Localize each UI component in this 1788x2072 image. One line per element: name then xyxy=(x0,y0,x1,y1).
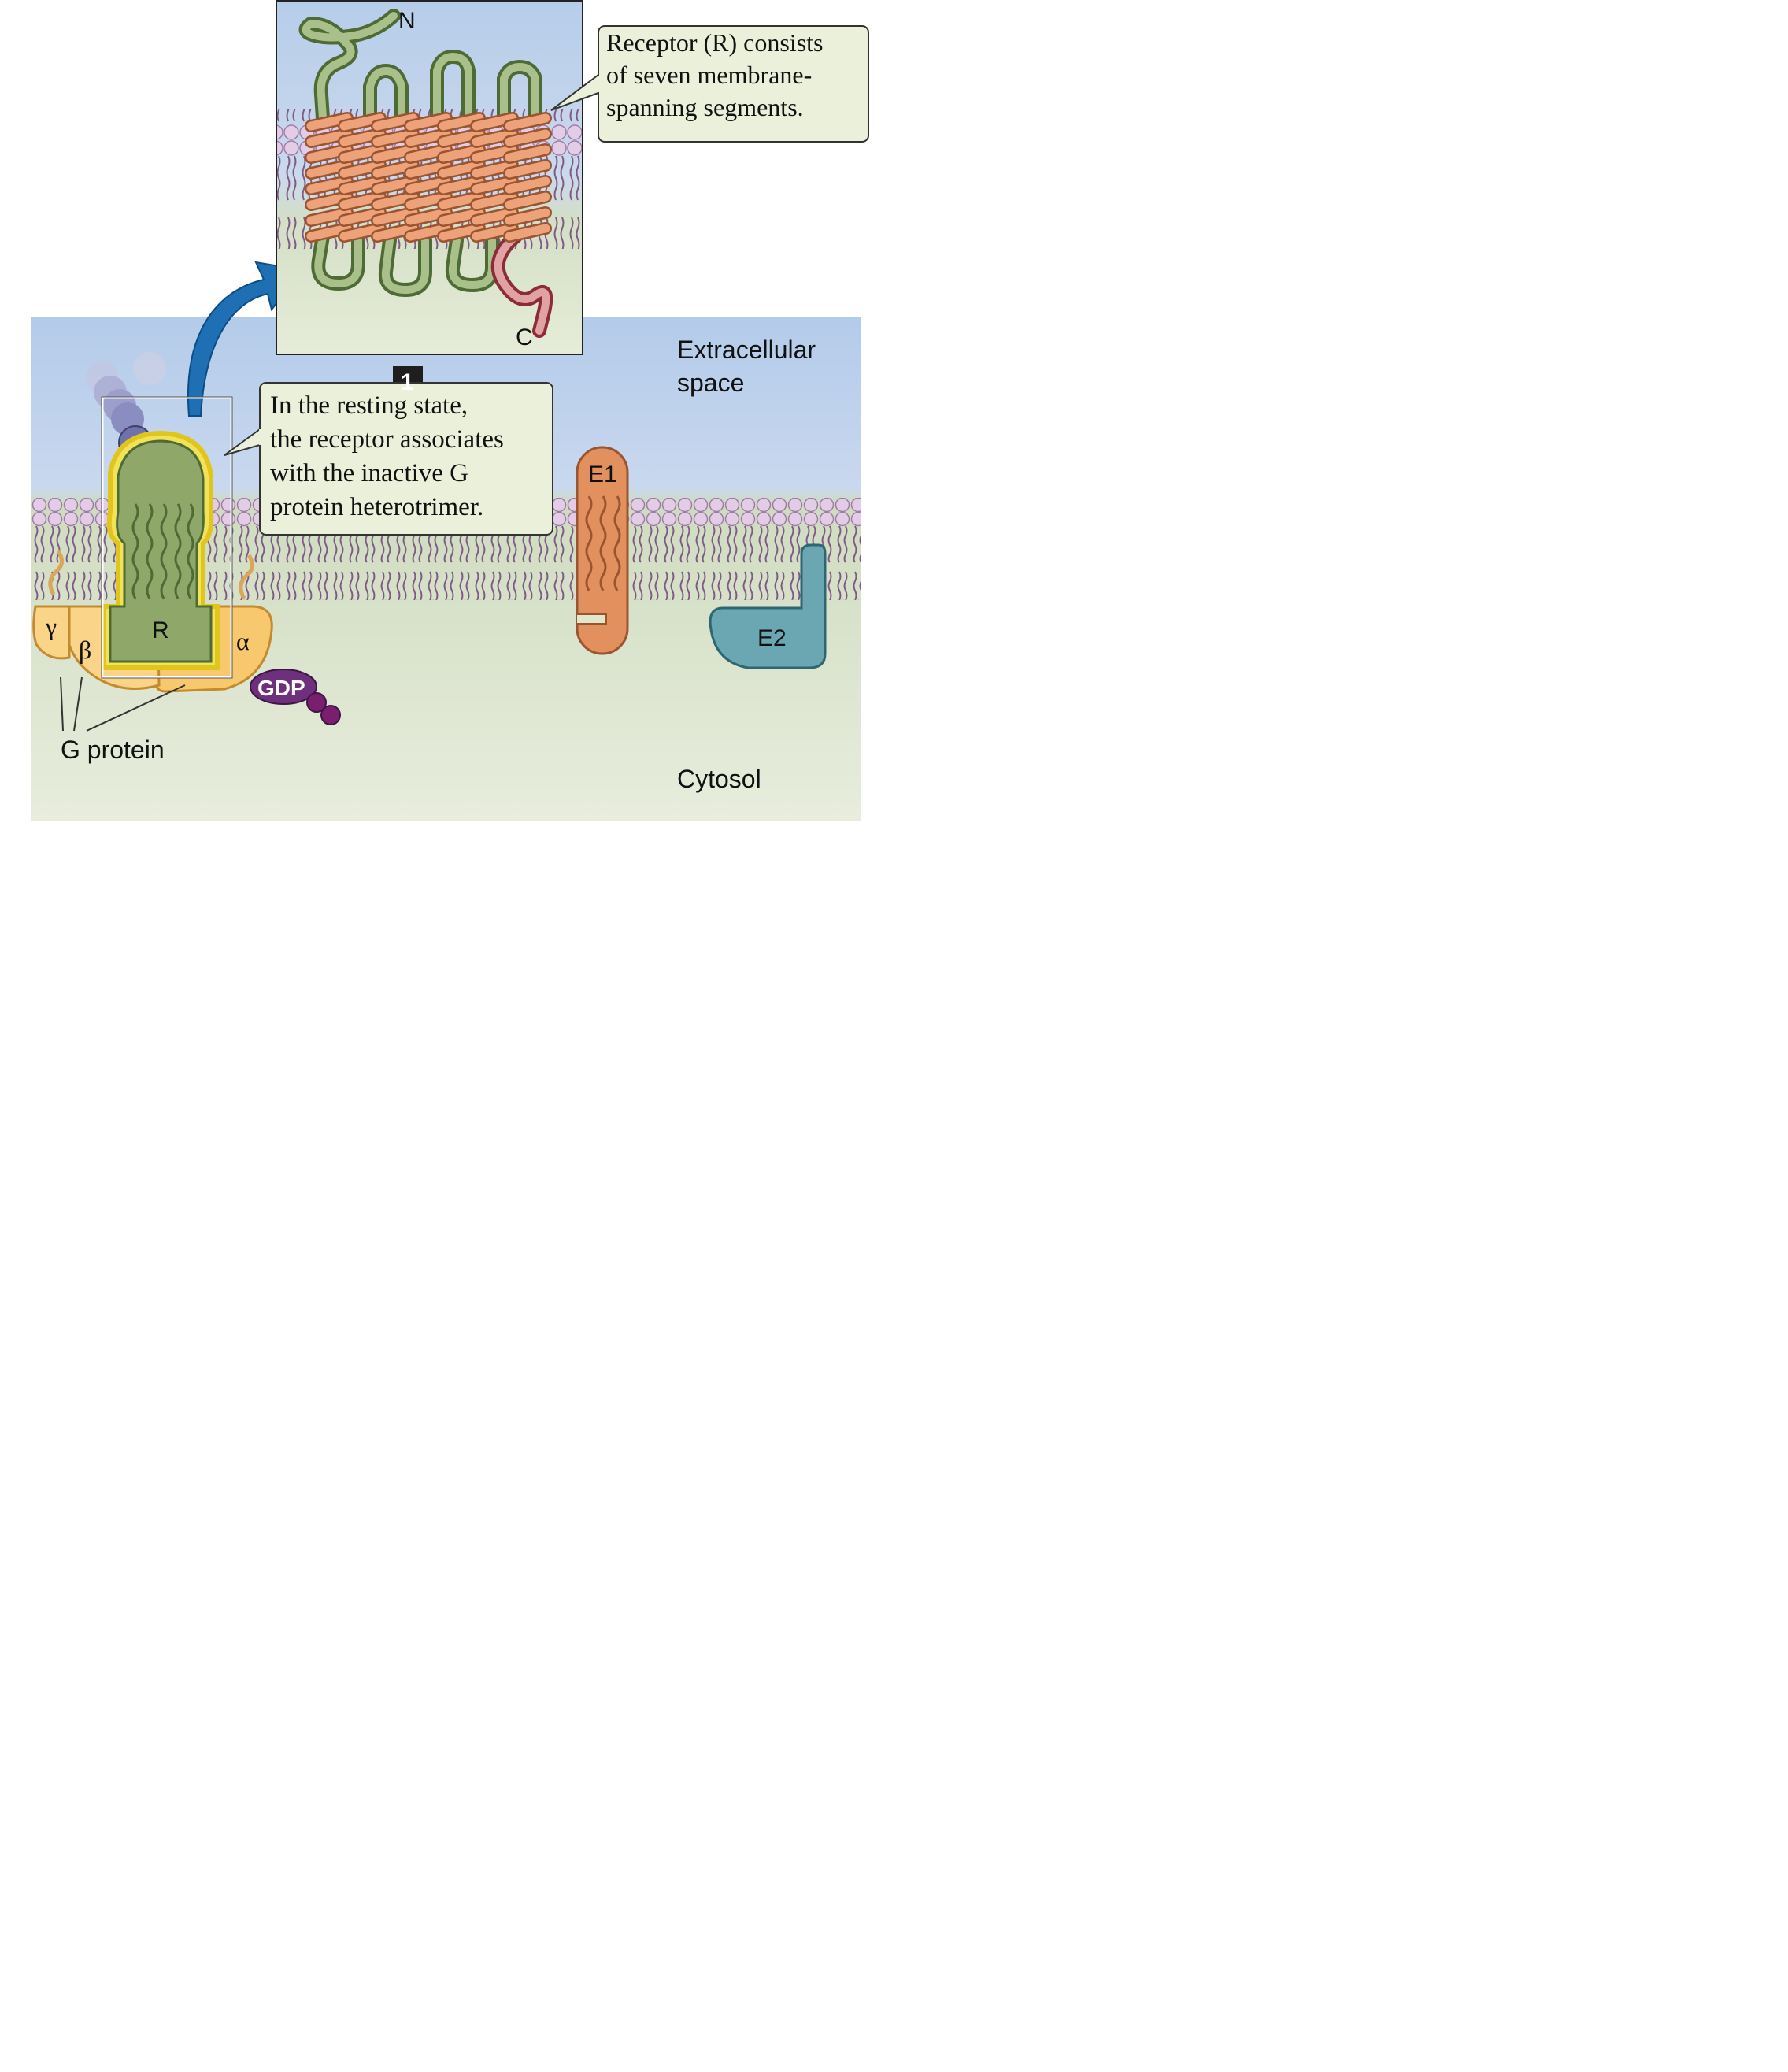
effector-e1-label: E1 xyxy=(588,461,617,487)
alpha-label: α xyxy=(236,627,250,655)
inset-frame xyxy=(276,0,583,355)
cytosol-label: Cytosol xyxy=(677,765,761,793)
g-protein-gamma xyxy=(32,605,71,660)
step-caption-line-3: with the inactive G xyxy=(270,459,468,487)
gamma-label: γ xyxy=(45,612,57,640)
effector-e2-label: E2 xyxy=(757,625,787,651)
effector-e2 xyxy=(709,543,827,669)
extracellular-label-line-2: space xyxy=(677,369,744,397)
n-terminus-label: N xyxy=(398,8,416,34)
step-caption-box xyxy=(259,382,553,536)
step-1-callout xyxy=(224,366,553,536)
g-protein-label: G protein xyxy=(61,736,165,764)
receptor-loops xyxy=(298,9,553,338)
beta-label: β xyxy=(79,636,91,664)
gdp xyxy=(250,669,341,725)
step-caption-line-2: the receptor associates xyxy=(270,425,504,454)
main-panel xyxy=(31,261,861,821)
step-caption-line-4: protein heterotrimer. xyxy=(270,493,483,521)
step-number: 1 xyxy=(401,369,414,395)
receptor-label: R xyxy=(152,617,169,643)
step-caption-line-1: In the resting state, xyxy=(270,391,468,420)
receptor xyxy=(101,396,233,679)
effector-e1 xyxy=(576,446,629,655)
c-terminus-label: C xyxy=(516,324,533,350)
inset-caption-line-3: spanning segments. xyxy=(606,93,804,121)
inset-panel xyxy=(276,0,583,355)
gdp-label: GDP xyxy=(257,676,305,700)
g-protein-leaders xyxy=(60,676,186,732)
extracellular-label-line-1: Extracellular xyxy=(677,335,816,364)
inset-caption-line-2: of seven membrane- xyxy=(606,61,812,89)
inset-callout xyxy=(550,25,869,143)
transmembrane-helices xyxy=(305,112,552,243)
inset-caption-line-1: Receptor (R) consists xyxy=(606,28,824,57)
labels: Receptor (R) consists of seven membrane-… xyxy=(45,8,824,793)
